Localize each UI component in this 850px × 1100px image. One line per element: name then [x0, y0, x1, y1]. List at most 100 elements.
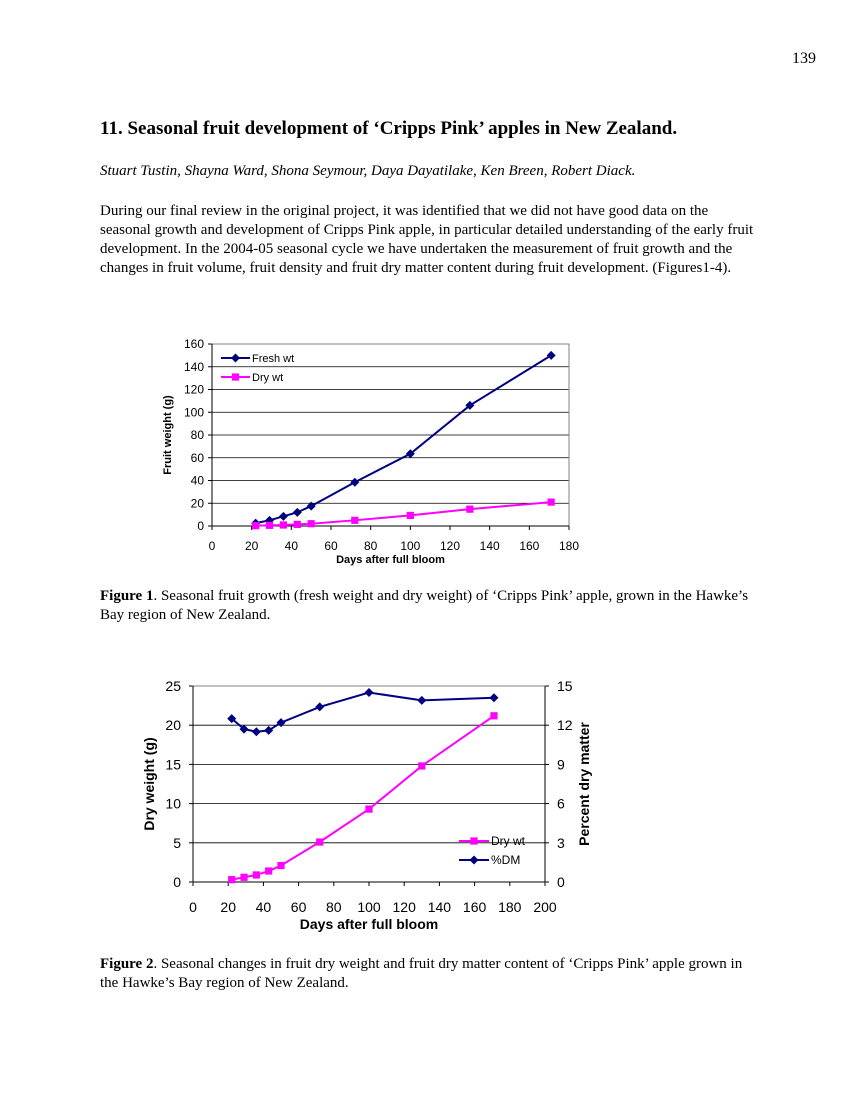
author-list: Stuart Tustin, Shayna Ward, Shona Seymou… [100, 163, 636, 179]
section-title: 11. Seasonal fruit development of ‘Cripp… [100, 118, 678, 139]
x-tick-label: 200 [533, 899, 557, 915]
x-tick-label: 140 [480, 539, 500, 553]
x-tick-label: 140 [428, 899, 452, 915]
y-tick-label: 140 [184, 360, 204, 374]
y2-tick-label: 15 [557, 678, 573, 694]
figure-1-label: Figure 1 [100, 588, 154, 604]
data-point [252, 871, 260, 879]
y-tick-label: 25 [165, 678, 181, 694]
data-point [279, 521, 287, 529]
y-axis-label: Dry weight (g) [141, 737, 157, 830]
data-point [276, 718, 286, 728]
legend-label: Fresh wt [252, 353, 294, 365]
data-point [350, 477, 360, 487]
data-point [547, 498, 555, 506]
data-point [418, 762, 426, 770]
data-point [240, 873, 248, 881]
y2-tick-label: 3 [557, 835, 565, 851]
figure-1-caption: Figure 1. Seasonal fruit growth (fresh w… [100, 587, 760, 625]
data-point [466, 505, 474, 513]
y2-tick-label: 6 [557, 796, 565, 812]
y-tick-label: 40 [191, 474, 205, 488]
data-point [292, 507, 302, 517]
data-point [293, 520, 301, 529]
data-point [489, 693, 499, 703]
y-tick-label: 20 [165, 717, 181, 733]
legend-swatch-marker [231, 373, 240, 381]
y-tick-label: 160 [184, 337, 204, 351]
y-tick-label: 80 [191, 428, 205, 442]
series-line [231, 691, 494, 733]
x-tick-label: 40 [256, 899, 272, 915]
data-point [306, 501, 316, 511]
y2-tick-label: 12 [557, 717, 573, 733]
data-point [265, 521, 274, 529]
page-number: 139 [792, 50, 816, 67]
data-point [227, 714, 237, 724]
data-point [405, 449, 415, 459]
y-tick-label: 15 [165, 756, 181, 772]
legend-swatch-marker [231, 353, 240, 363]
figure-2-caption: Figure 2. Seasonal changes in fruit dry … [100, 955, 760, 993]
x-axis-label: Days after full bloom [336, 554, 445, 566]
x-tick-label: 20 [220, 899, 236, 915]
legend-label: Dry wt [491, 834, 526, 848]
y2-tick-label: 0 [557, 874, 565, 890]
x-tick-label: 160 [463, 899, 487, 915]
x-tick-label: 120 [393, 899, 417, 915]
y-axis-label: Fruit weight (g) [162, 395, 174, 475]
x-axis-label: Days after full bloom [300, 916, 438, 932]
x-tick-label: 180 [498, 899, 522, 915]
x-tick-label: 0 [209, 539, 216, 553]
figure-2-label: Figure 2 [100, 956, 154, 972]
data-point [465, 400, 475, 410]
data-point [265, 867, 273, 875]
data-point [252, 522, 260, 530]
y2-axis-label: Percent dry matter [576, 722, 592, 846]
x-tick-label: 120 [440, 539, 460, 553]
x-tick-label: 80 [364, 539, 378, 553]
x-tick-label: 40 [285, 539, 299, 553]
y-tick-label: 0 [197, 519, 204, 533]
body-paragraph: During our final review in the original … [100, 203, 754, 276]
y2-tick-label: 9 [557, 756, 565, 772]
data-point [277, 861, 285, 870]
y-tick-label: 120 [184, 383, 204, 397]
data-point [406, 511, 414, 520]
series-line [231, 714, 495, 881]
x-tick-label: 100 [357, 899, 381, 915]
data-point [228, 876, 236, 884]
data-point [417, 695, 427, 705]
data-point [239, 724, 249, 734]
y-tick-label: 100 [184, 405, 204, 419]
data-point [264, 725, 274, 735]
y-tick-label: 5 [173, 835, 181, 851]
figure-2-caption-text: . Seasonal changes in fruit dry weight a… [100, 956, 743, 991]
x-tick-label: 20 [245, 539, 259, 553]
data-point [278, 511, 288, 521]
data-point [365, 805, 373, 813]
data-point [351, 516, 359, 524]
x-tick-label: 160 [519, 539, 539, 553]
data-point [316, 838, 324, 846]
x-tick-label: 60 [291, 899, 307, 915]
y-tick-label: 0 [173, 874, 181, 890]
x-tick-label: 60 [324, 539, 338, 553]
legend-label: %DM [491, 853, 520, 867]
y-tick-label: 20 [191, 496, 205, 510]
data-point [490, 712, 498, 720]
y-tick-label: 60 [191, 451, 205, 465]
y-tick-label: 10 [165, 796, 181, 812]
x-tick-label: 180 [559, 539, 579, 553]
data-point [307, 520, 315, 528]
x-tick-label: 80 [326, 899, 342, 915]
x-tick-label: 100 [400, 539, 420, 553]
x-tick-label: 0 [189, 899, 197, 915]
data-point [546, 350, 556, 360]
data-point [251, 727, 261, 737]
figure-1-caption-text: . Seasonal fruit growth (fresh weight an… [100, 588, 749, 623]
legend-swatch-marker [469, 855, 479, 865]
data-point [364, 688, 374, 698]
